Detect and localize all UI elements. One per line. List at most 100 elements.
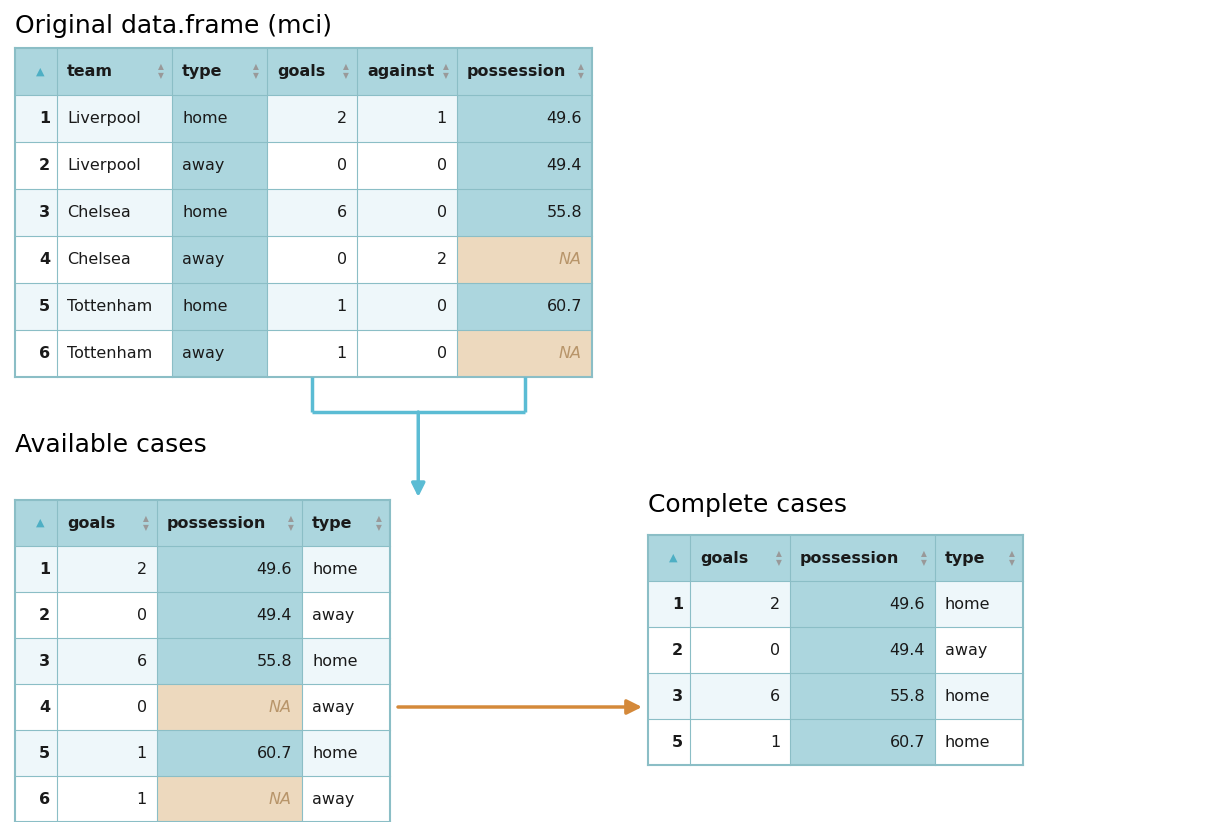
Text: 1: 1 — [337, 299, 346, 314]
Bar — [58, 638, 157, 684]
Text: 2: 2 — [672, 643, 683, 658]
Text: 60.7: 60.7 — [257, 746, 293, 760]
Bar — [267, 95, 357, 142]
Text: 6: 6 — [770, 689, 780, 704]
Text: 0: 0 — [337, 252, 346, 267]
Text: 2: 2 — [39, 158, 50, 173]
Text: Complete cases: Complete cases — [647, 493, 847, 517]
Text: 60.7: 60.7 — [546, 299, 581, 314]
Text: 49.4: 49.4 — [890, 643, 925, 658]
Text: home: home — [312, 653, 357, 668]
Text: 2: 2 — [437, 252, 447, 267]
Bar — [935, 673, 1023, 719]
Bar — [173, 48, 267, 95]
Text: 4: 4 — [39, 700, 50, 714]
Text: ▲: ▲ — [253, 62, 259, 72]
Text: against: against — [367, 64, 435, 79]
Bar — [357, 142, 457, 189]
Bar — [15, 730, 58, 776]
Text: away: away — [182, 158, 224, 173]
Bar — [267, 330, 357, 377]
Bar — [15, 236, 58, 283]
Text: ▲: ▲ — [922, 549, 927, 558]
Bar — [935, 581, 1023, 627]
Text: 6: 6 — [39, 346, 50, 361]
Text: ▲: ▲ — [158, 62, 164, 72]
Bar — [935, 719, 1023, 765]
Text: 0: 0 — [437, 346, 447, 361]
Bar — [157, 546, 302, 592]
Text: ▲: ▲ — [143, 514, 149, 523]
Text: ▲: ▲ — [35, 518, 44, 528]
Text: Available cases: Available cases — [15, 433, 207, 457]
Text: ▲: ▲ — [35, 67, 44, 76]
Text: 49.4: 49.4 — [546, 158, 581, 173]
Text: 1: 1 — [39, 561, 50, 576]
Text: 0: 0 — [770, 643, 780, 658]
Bar — [302, 500, 390, 546]
Bar — [157, 730, 302, 776]
Text: 3: 3 — [39, 205, 50, 220]
Text: away: away — [312, 700, 355, 714]
Text: 2: 2 — [137, 561, 147, 576]
Bar — [173, 283, 267, 330]
Text: ▲: ▲ — [376, 514, 382, 523]
Text: Tottenham: Tottenham — [67, 346, 152, 361]
Bar — [58, 546, 157, 592]
Text: ▼: ▼ — [253, 72, 259, 81]
Text: 1: 1 — [672, 597, 683, 612]
Text: 2: 2 — [39, 607, 50, 622]
Bar — [690, 535, 789, 581]
Text: away: away — [945, 643, 988, 658]
Bar — [302, 592, 390, 638]
Bar — [173, 95, 267, 142]
Bar — [302, 546, 390, 592]
Bar — [267, 48, 357, 95]
Text: 49.6: 49.6 — [546, 111, 581, 126]
Bar — [302, 684, 390, 730]
Bar — [357, 330, 457, 377]
Text: home: home — [945, 689, 990, 704]
Bar — [457, 236, 592, 283]
Bar — [157, 592, 302, 638]
Text: 49.6: 49.6 — [257, 561, 293, 576]
Bar — [15, 48, 58, 95]
Text: ▲: ▲ — [1009, 549, 1015, 558]
Text: ▼: ▼ — [922, 558, 927, 567]
Bar — [15, 283, 58, 330]
Bar — [302, 776, 390, 822]
Text: NA: NA — [559, 346, 581, 361]
Text: 0: 0 — [437, 158, 447, 173]
Bar — [15, 330, 58, 377]
Text: possession: possession — [468, 64, 567, 79]
Bar — [157, 684, 302, 730]
Text: Original data.frame (mci): Original data.frame (mci) — [15, 14, 332, 38]
Text: 1: 1 — [137, 746, 147, 760]
Text: goals: goals — [277, 64, 326, 79]
Bar — [58, 684, 157, 730]
Bar — [157, 500, 302, 546]
Bar — [690, 673, 789, 719]
Bar — [789, 535, 935, 581]
Text: ▲: ▲ — [288, 514, 294, 523]
Text: NA: NA — [269, 792, 293, 806]
Text: possession: possession — [166, 515, 267, 530]
Text: team: team — [67, 64, 113, 79]
Bar — [173, 142, 267, 189]
Text: 0: 0 — [337, 158, 346, 173]
Bar — [15, 684, 58, 730]
Bar — [302, 730, 390, 776]
Text: 55.8: 55.8 — [256, 653, 293, 668]
Text: 5: 5 — [39, 746, 50, 760]
Text: ▼: ▼ — [578, 72, 584, 81]
Text: ▲: ▲ — [443, 62, 449, 72]
Bar — [457, 95, 592, 142]
Bar — [58, 283, 173, 330]
Text: 55.8: 55.8 — [890, 689, 925, 704]
Bar — [647, 627, 690, 673]
Bar — [267, 236, 357, 283]
Text: 3: 3 — [672, 689, 683, 704]
Bar — [15, 546, 58, 592]
Text: 6: 6 — [137, 653, 147, 668]
Text: 6: 6 — [39, 792, 50, 806]
